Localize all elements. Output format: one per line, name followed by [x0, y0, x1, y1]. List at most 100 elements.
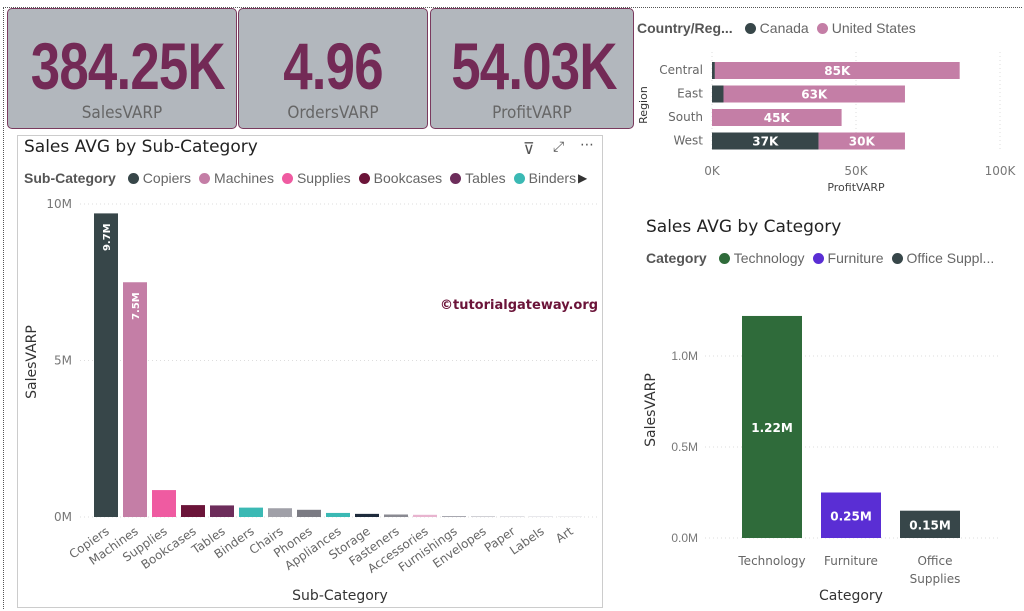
legend: Country/Reg... Canada United States	[637, 20, 916, 36]
bar-segment	[712, 132, 819, 150]
y-tick-label: South	[668, 110, 703, 124]
legend-next-arrow-icon[interactable]: ▶	[578, 171, 588, 185]
bar-segment	[712, 85, 724, 103]
data-label: 1.22M	[751, 421, 793, 435]
bar-segment	[818, 132, 905, 150]
legend-title: Category	[646, 250, 707, 266]
y-tick-label: 1.0M	[671, 349, 698, 363]
bar	[355, 513, 379, 517]
data-label: 9.7M	[102, 223, 113, 251]
bar	[94, 213, 118, 517]
kpi-card-profit[interactable]: 54.03K ProfitVARP	[430, 8, 634, 129]
legend-dot	[281, 172, 293, 184]
kpi-card-sales[interactable]: 384.25K SalesVARP	[7, 8, 237, 129]
data-label: 0.15M	[909, 518, 951, 532]
legend-dot	[744, 22, 756, 34]
kpi-value: 384.25K	[30, 29, 226, 103]
bar	[821, 492, 881, 538]
x-axis-title: Sub-Category	[292, 588, 388, 604]
bar	[742, 315, 802, 538]
kpi-label: ProfitVARP	[492, 103, 572, 123]
bar	[442, 516, 466, 517]
y-tick-label: 10M	[46, 197, 72, 211]
data-label: 37K	[752, 135, 779, 149]
legend-title: Country/Reg...	[637, 20, 733, 36]
legend-dot	[513, 172, 525, 184]
legend-entry[interactable]: Machines	[214, 170, 274, 186]
bar-segment	[712, 62, 715, 79]
y-axis-title: Region	[637, 86, 650, 124]
report-canvas	[3, 7, 1022, 609]
y-axis-title: SalesVARP	[643, 373, 659, 447]
bar	[384, 514, 408, 517]
bar	[529, 516, 553, 517]
legend-dot	[199, 172, 211, 184]
bar	[123, 282, 147, 517]
bar	[900, 510, 960, 538]
x-tick-label: Technology	[737, 554, 805, 568]
legend-entry[interactable]: United States	[831, 20, 916, 36]
bar	[558, 516, 582, 517]
legend-entry[interactable]: Bookcases	[373, 170, 443, 186]
x-tick-label: Furniture	[824, 554, 878, 568]
data-label: 30K	[849, 135, 876, 149]
data-label: 45K	[764, 111, 791, 125]
x-tick-label: 50K	[844, 164, 868, 178]
legend-entry[interactable]: Office Suppl...	[906, 250, 995, 266]
x-axis-title: Category	[819, 588, 883, 604]
x-tick-label: 0K	[704, 164, 721, 178]
bar-segment	[712, 109, 842, 126]
legend-entry[interactable]: Furniture	[827, 250, 884, 266]
legend-dot	[127, 172, 139, 184]
kpi-value: 4.96	[283, 29, 383, 103]
legend-entry[interactable]: Technology	[733, 250, 805, 266]
more-options-icon[interactable]: ⋯	[580, 137, 594, 153]
watermark: ©tutorialgateway.org	[440, 298, 599, 313]
chart-title: Sales AVG by Sub-Category	[24, 137, 258, 157]
data-label: 7.5M	[131, 292, 142, 320]
x-tick-label: Art	[553, 524, 576, 546]
y-tick-label: East	[677, 87, 703, 101]
data-label: 0.25M	[830, 509, 872, 523]
legend-entry[interactable]: Copiers	[142, 170, 192, 186]
legend-dot	[358, 172, 370, 184]
legend: Category Technology Furniture Office Suppl…	[646, 250, 994, 266]
bar	[181, 505, 205, 517]
data-label: 63K	[801, 88, 828, 102]
legend-dot	[891, 252, 903, 264]
focus-mode-icon[interactable]: ⤢	[553, 139, 565, 155]
kpi-label: SalesVARP	[81, 103, 163, 123]
y-tick-label: 5M	[54, 354, 72, 368]
bar	[413, 514, 437, 517]
chart-title: Sales AVG by Category	[646, 217, 842, 237]
bar-segment	[723, 85, 905, 103]
kpi-label: OrdersVARP	[287, 103, 379, 123]
legend-dot	[718, 252, 730, 264]
x-tick-label: 100K	[985, 164, 1017, 178]
x-tick-label: Office	[917, 554, 952, 568]
bar	[500, 516, 524, 517]
y-tick-label: 0.5M	[671, 440, 698, 454]
legend-entry[interactable]: Supplies	[296, 170, 351, 186]
legend-title: Sub-Category	[24, 170, 116, 186]
y-tick-label: Central	[659, 63, 703, 77]
filter-icon[interactable]: ⊽	[523, 139, 535, 158]
y-tick-label: 0.0M	[671, 531, 698, 545]
subcategory-chart-visual[interactable]	[17, 135, 603, 608]
bar	[152, 490, 176, 517]
legend-entry[interactable]: Tables	[465, 170, 506, 186]
data-label: 85K	[824, 64, 851, 78]
kpi-card-orders[interactable]: 4.96 OrdersVARP	[238, 8, 428, 129]
bar	[326, 512, 350, 517]
y-tick-label: West	[673, 134, 703, 148]
bar	[268, 508, 292, 517]
legend-dot	[816, 22, 828, 34]
x-tick-label: Supplies	[910, 572, 961, 586]
legend-dot	[450, 172, 462, 184]
kpi-value: 54.03K	[451, 29, 617, 103]
legend-entry[interactable]: Binders	[528, 170, 577, 186]
legend-entry[interactable]: Canada	[759, 20, 809, 36]
x-axis-title: ProfitVARP	[827, 181, 885, 194]
bar-segment	[714, 62, 960, 79]
